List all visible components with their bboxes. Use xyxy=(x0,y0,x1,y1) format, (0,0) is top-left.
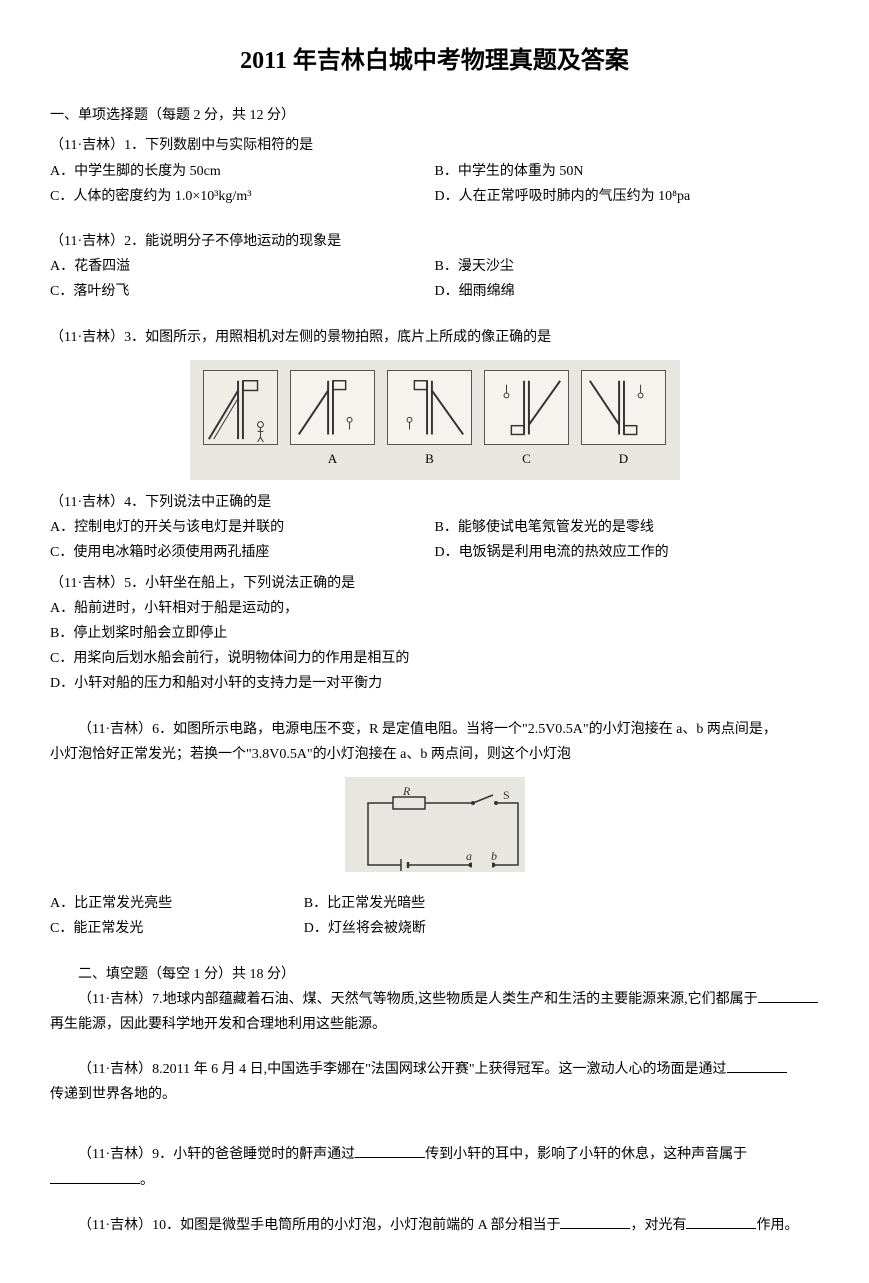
q6-optB: B．比正常发光暗些 xyxy=(304,891,558,916)
q3-label-C: C xyxy=(484,447,569,470)
question-10: （11·吉林）10．如图是微型手电筒所用的小灯泡，小灯泡前端的 A 部分相当于 ，… xyxy=(50,1213,819,1238)
q10-after: 作用。 xyxy=(756,1218,798,1233)
q6-line1: （11·吉林）6．如图所示电路，电源电压不变，R 是定值电阻。当将一个"2.5V… xyxy=(50,717,819,742)
q5-optB: B．停止划桨时船会立即停止 xyxy=(50,621,819,646)
q4-optD: D．电饭锅是利用电流的热效应工作的 xyxy=(435,540,820,565)
q10-blank1 xyxy=(560,1215,630,1229)
q9-blank1 xyxy=(355,1144,425,1158)
section2-header: 二、填空题（每空 1 分）共 18 分） xyxy=(50,962,819,987)
q4-optB: B．能够使试电笔氖管发光的是零线 xyxy=(435,515,820,540)
q9-blank2 xyxy=(50,1170,140,1184)
q9-before: （11·吉林）9．小轩的爸爸睡觉时的鼾声通过 xyxy=(78,1147,355,1162)
circuit-diagram-icon: R S a b xyxy=(353,785,533,880)
q2-optB: B．漫天沙尘 xyxy=(435,254,820,279)
option-d-icon xyxy=(582,371,665,444)
svg-text:R: R xyxy=(402,785,411,798)
q4-optC: C．使用电冰箱时必须使用两孔插座 xyxy=(50,540,435,565)
question-6: （11·吉林）6．如图所示电路，电源电压不变，R 是定值电阻。当将一个"2.5V… xyxy=(50,717,819,942)
q3-panel-B xyxy=(387,370,472,445)
q6-optA: A．比正常发光亮些 xyxy=(50,891,304,916)
question-7: （11·吉林）7.地球内部蕴藏着石油、煤、天然气等物质,这些物质是人类生产和生活… xyxy=(50,987,819,1037)
q10-before: （11·吉林）10．如图是微型手电筒所用的小灯泡，小灯泡前端的 A 部分相当于 xyxy=(78,1218,560,1233)
q3-text: （11·吉林）3．如图所示，用照相机对左侧的景物拍照，底片上所成的像正确的是 xyxy=(50,325,819,350)
q3-source-panel xyxy=(203,370,278,445)
svg-text:a: a xyxy=(466,849,472,863)
q3-label-B: B xyxy=(387,447,472,470)
q1-optC: C．人体的密度约为 1.0×10³kg/m³ xyxy=(50,184,435,209)
q4-optA: A．控制电灯的开关与该电灯是并联的 xyxy=(50,515,435,540)
q6-line2: 小灯泡恰好正常发光；若换一个"3.8V0.5A"的小灯泡接在 a、b 两点间，则… xyxy=(50,742,819,767)
q2-text: （11·吉林）2．能说明分子不停地运动的现象是 xyxy=(50,229,819,254)
option-a-icon xyxy=(291,371,374,444)
page-title: 2011 年吉林白城中考物理真题及答案 xyxy=(50,40,819,83)
q1-text: （11·吉林）1．下列数剧中与实际相符的是 xyxy=(50,133,819,158)
q9-mid: 传到小轩的耳中，影响了小轩的休息，这种声音属于 xyxy=(425,1147,747,1162)
q2-optC: C．落叶纷飞 xyxy=(50,279,435,304)
section1-header: 一、单项选择题（每题 2 分，共 12 分） xyxy=(50,103,819,128)
q3-label-A: A xyxy=(290,447,375,470)
q3-panel-D xyxy=(581,370,666,445)
q4-text: （11·吉林）4．下列说法中正确的是 xyxy=(50,490,819,515)
question-1: （11·吉林）1．下列数剧中与实际相符的是 A．中学生脚的长度为 50cm B．… xyxy=(50,133,819,209)
flag-scene-icon xyxy=(204,371,277,444)
q7-blank xyxy=(758,989,818,1003)
q10-mid: ，对光有 xyxy=(630,1218,686,1233)
q6-circuit-figure: R S a b xyxy=(345,777,525,872)
q7-line1: （11·吉林）7.地球内部蕴藏着石油、煤、天然气等物质,这些物质是人类生产和生活… xyxy=(50,987,758,1012)
q6-optC: C．能正常发光 xyxy=(50,916,304,941)
q1-optA: A．中学生脚的长度为 50cm xyxy=(50,159,435,184)
svg-text:b: b xyxy=(491,849,497,863)
q2-optD: D．细雨绵绵 xyxy=(435,279,820,304)
q3-label-D: D xyxy=(581,447,666,470)
option-c-icon xyxy=(485,371,568,444)
question-4: （11·吉林）4．下列说法中正确的是 A．控制电灯的开关与该电灯是并联的 B．能… xyxy=(50,490,819,566)
q8-line2: 传递到世界各地的。 xyxy=(50,1082,819,1107)
q1-optB: B．中学生的体重为 50N xyxy=(435,159,820,184)
q2-optA: A．花香四溢 xyxy=(50,254,435,279)
question-3: （11·吉林）3．如图所示，用照相机对左侧的景物拍照，底片上所成的像正确的是 xyxy=(50,325,819,481)
q8-blank xyxy=(727,1059,787,1073)
option-b-icon xyxy=(388,371,471,444)
q10-blank2 xyxy=(686,1215,756,1229)
question-5: （11·吉林）5．小轩坐在船上，下列说法正确的是 A．船前进时，小轩相对于船是运… xyxy=(50,571,819,697)
question-2: （11·吉林）2．能说明分子不停地运动的现象是 A．花香四溢 B．漫天沙尘 C．… xyxy=(50,229,819,305)
svg-text:S: S xyxy=(503,788,510,802)
q5-text: （11·吉林）5．小轩坐在船上，下列说法正确的是 xyxy=(50,571,819,596)
question-9: （11·吉林）9．小轩的爸爸睡觉时的鼾声通过 传到小轩的耳中，影响了小轩的休息，这… xyxy=(50,1142,819,1192)
q3-figure: A B xyxy=(190,360,680,480)
q3-panel-C xyxy=(484,370,569,445)
q5-optD: D．小轩对船的压力和船对小轩的支持力是一对平衡力 xyxy=(50,671,819,696)
q6-optD: D．灯丝将会被烧断 xyxy=(304,916,558,941)
q5-optC: C．用桨向后划水船会前行，说明物体间力的作用是相互的 xyxy=(50,646,819,671)
q1-optD: D．人在正常呼吸时肺内的气压约为 10⁸pa xyxy=(435,184,820,209)
q3-panel-A xyxy=(290,370,375,445)
question-8: （11·吉林）8.2011 年 6 月 4 日,中国选手李娜在"法国网球公开赛"… xyxy=(50,1057,819,1107)
q7-line2: 再生能源，因此要科学地开发和合理地利用这些能源。 xyxy=(50,1012,819,1037)
q5-optA: A．船前进时，小轩相对于船是运动的， xyxy=(50,596,819,621)
q8-line1: （11·吉林）8.2011 年 6 月 4 日,中国选手李娜在"法国网球公开赛"… xyxy=(50,1057,727,1082)
q9-after: 。 xyxy=(140,1173,154,1188)
